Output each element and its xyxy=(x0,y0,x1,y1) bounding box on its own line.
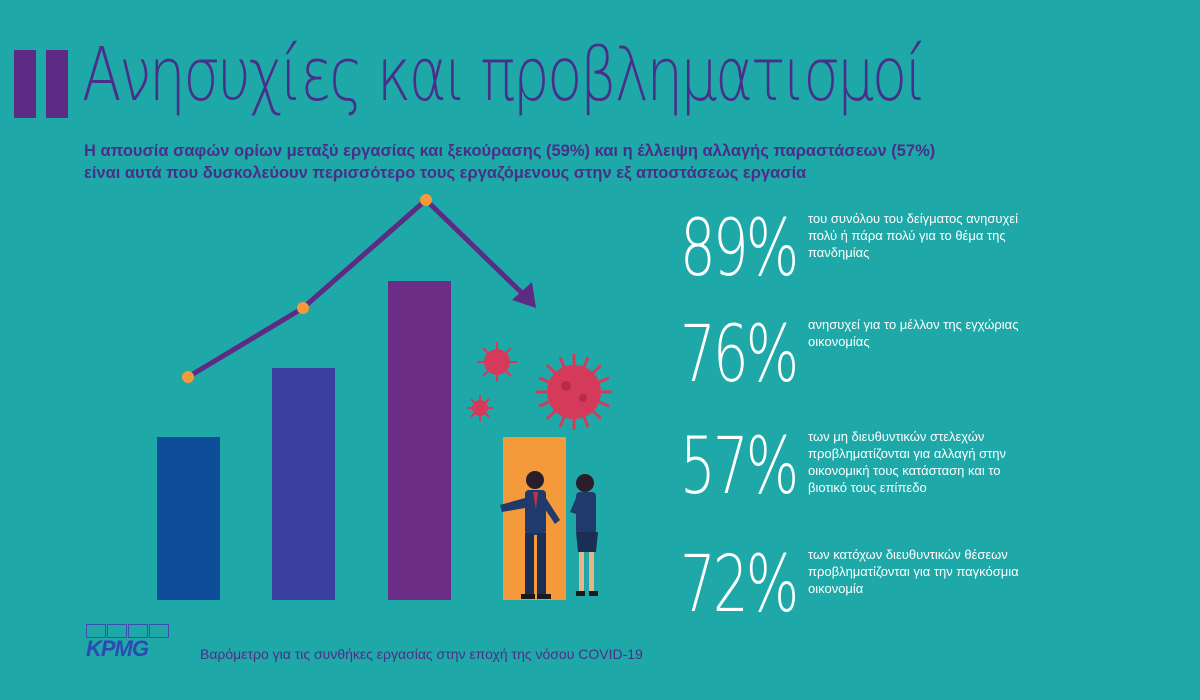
stat-item: 89% του συνόλου του δείγματος ανησυχεί π… xyxy=(680,210,1140,320)
stat-value: 76% xyxy=(680,310,799,400)
footer-source: Βαρόμετρο για τις συνθήκες εργασίας στην… xyxy=(200,646,643,662)
kpmg-logo-text: KPMG xyxy=(86,636,149,661)
bar-1 xyxy=(157,437,220,600)
trend-dot xyxy=(297,302,309,314)
trend-arrow-head xyxy=(512,282,536,308)
virus-icon xyxy=(536,354,612,430)
stat-description: του συνόλου του δείγματος ανησυχεί πολύ … xyxy=(808,211,1019,260)
virus-icon xyxy=(477,342,517,382)
woman-figure xyxy=(570,474,598,596)
page-title: Ανησυχίες και προβληματισμοί xyxy=(82,32,927,118)
stat-value: 57% xyxy=(680,422,799,512)
kpmg-logo-boxes xyxy=(86,624,176,640)
trend-dot xyxy=(420,194,432,206)
bar-2 xyxy=(272,368,335,600)
trend-line xyxy=(186,197,527,380)
kpmg-logo: KPMG xyxy=(86,624,178,662)
virus-icon xyxy=(467,395,493,421)
title-accent-bars xyxy=(14,50,68,120)
page-subtitle: Η απουσία σαφών ορίων μεταξύ εργασίας κα… xyxy=(84,140,1124,184)
stat-item: 76% ανησυχεί για το μέλλον της εγχώριας … xyxy=(680,316,1140,426)
man-figure xyxy=(500,471,560,599)
bar-3 xyxy=(388,281,451,600)
stat-value: 72% xyxy=(680,540,799,630)
stat-description: των μη διευθυντικών στελεχών προβληματίζ… xyxy=(808,429,1006,495)
trend-dot xyxy=(182,371,194,383)
subtitle-line-1: Η απουσία σαφών ορίων μεταξύ εργασίας κα… xyxy=(84,142,936,160)
stat-description: ανησυχεί για το μέλλον της εγχώριας οικο… xyxy=(808,317,1019,349)
stat-description: των κατόχων διευθυντικών θέσεων προβλημα… xyxy=(808,547,1019,596)
stat-value: 89% xyxy=(680,204,799,294)
stat-item: 72% των κατόχων διευθυντικών θέσεων προβ… xyxy=(680,546,1140,656)
stat-item: 57% των μη διευθυντικών στελεχών προβλημ… xyxy=(680,428,1140,538)
subtitle-line-2: είναι αυτά που δυσκολεύουν περισσότερο τ… xyxy=(84,164,807,182)
